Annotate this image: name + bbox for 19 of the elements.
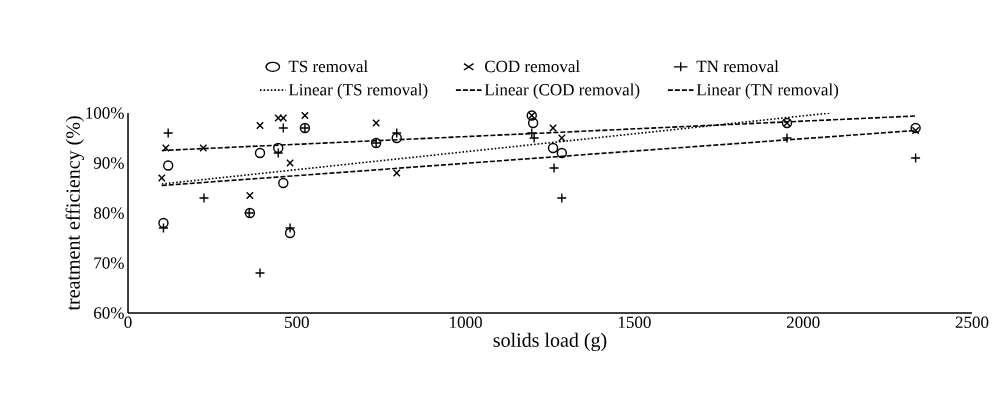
legend-label: TN removal <box>696 60 779 73</box>
x-tick-label: 2000 <box>786 316 820 328</box>
y-axis-title: treatment efficiency (%) <box>65 116 84 311</box>
x-tick-label: 2500 <box>955 316 989 328</box>
x-tick-label: 1500 <box>618 316 651 328</box>
legend-label: Linear (COD removal) <box>484 83 640 99</box>
y-tick-label: 80% <box>93 207 124 219</box>
x-axis-title: solids load (g) <box>493 332 607 352</box>
x-tick-label: 500 <box>285 316 309 328</box>
y-tick-label: 60% <box>94 307 124 319</box>
y-tick-label: 70% <box>94 257 124 269</box>
x-tick-label: 0 <box>124 316 132 328</box>
legend-label: Linear (TS removal) <box>288 83 428 99</box>
legend-label: COD removal <box>485 60 580 73</box>
y-tick-label: 100% <box>86 107 124 119</box>
legend-label: TS removal <box>288 60 368 73</box>
y-tick-label: 90% <box>93 157 124 169</box>
x-tick-label: 1000 <box>450 316 482 328</box>
legend-label: Linear (TN removal) <box>696 83 839 99</box>
